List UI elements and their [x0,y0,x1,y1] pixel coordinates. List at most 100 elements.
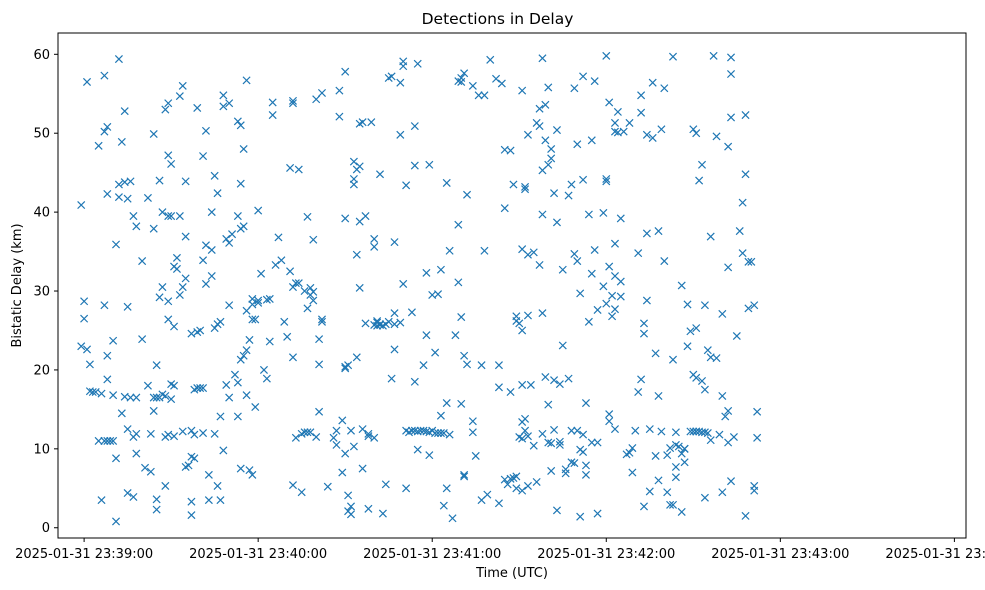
data-point [332,440,341,449]
data-point [164,430,173,439]
data-point [402,484,411,493]
data-point [654,391,663,400]
data-point [103,189,112,198]
data-point [378,509,387,518]
data-point [590,245,599,255]
data-point [242,306,251,315]
data-point [199,256,208,265]
data-point [663,451,672,460]
data-point [436,411,445,420]
data-point [413,59,422,68]
data-point [570,84,579,93]
data-point [538,309,547,318]
data-point [680,458,689,467]
data-point [703,429,712,438]
data-point [558,265,567,274]
data-point [300,428,309,437]
data-point [616,277,625,286]
data-point [610,118,620,127]
data-point [138,335,147,344]
data-point [80,297,89,306]
data-point [460,69,469,78]
y-tick-label: 40 [33,206,50,221]
data-point [291,279,300,288]
data-point [712,354,721,363]
data-point [512,484,521,493]
data-point [642,296,651,305]
data-point [715,430,724,439]
data-point [480,246,489,255]
data-point [610,425,620,434]
data-point [77,342,86,351]
data-point [346,510,356,519]
data-point [677,507,686,516]
data-point [346,502,356,511]
data-point [364,504,373,513]
data-point [570,249,579,258]
data-point [439,429,448,438]
data-point [535,104,544,113]
data-point [109,336,118,345]
data-point [233,412,242,421]
data-point [181,232,190,241]
data-point [576,289,585,298]
data-point [288,283,298,292]
data-point [523,311,532,320]
data-point [431,429,440,438]
data-point [94,141,103,150]
data-point [309,296,318,305]
data-point [262,374,271,383]
data-point [584,210,593,219]
data-point [434,429,443,438]
data-point [100,436,109,445]
data-point [164,297,173,306]
data-point [288,96,298,105]
data-point [619,127,628,136]
data-point [550,376,559,385]
data-point [315,407,324,416]
data-point [375,170,385,179]
data-point [738,198,747,207]
y-tick-label: 20 [33,363,50,378]
data-point [445,246,454,255]
data-point [219,102,228,111]
data-point [210,324,219,333]
data-point [77,200,86,210]
data-point [494,361,503,370]
data-point [561,465,570,474]
data-point [286,163,295,172]
data-point [259,365,268,374]
data-point [726,477,736,486]
data-point [671,473,680,482]
data-point [605,262,614,271]
data-point [109,391,118,400]
data-point [616,214,625,223]
data-point [686,327,695,336]
data-point [538,210,547,219]
data-point [172,253,181,262]
data-point [291,433,300,442]
data-point [132,222,141,231]
y-tick-label: 50 [33,127,50,142]
data-point [753,433,762,442]
data-point [158,283,167,292]
data-point [106,436,115,445]
data-point [425,160,434,169]
data-point [233,212,242,221]
data-point [329,433,338,442]
data-point [257,269,266,278]
data-point [120,107,129,116]
data-point [422,268,431,277]
data-point [637,108,646,117]
data-point [239,222,248,231]
data-point [236,464,245,473]
data-point [506,387,515,397]
data-point [245,466,254,475]
data-point [132,449,141,458]
data-point [364,429,373,438]
data-point [100,301,109,310]
data-point [80,314,89,323]
data-point [544,438,553,447]
data-point [111,240,121,249]
data-point [103,436,112,445]
